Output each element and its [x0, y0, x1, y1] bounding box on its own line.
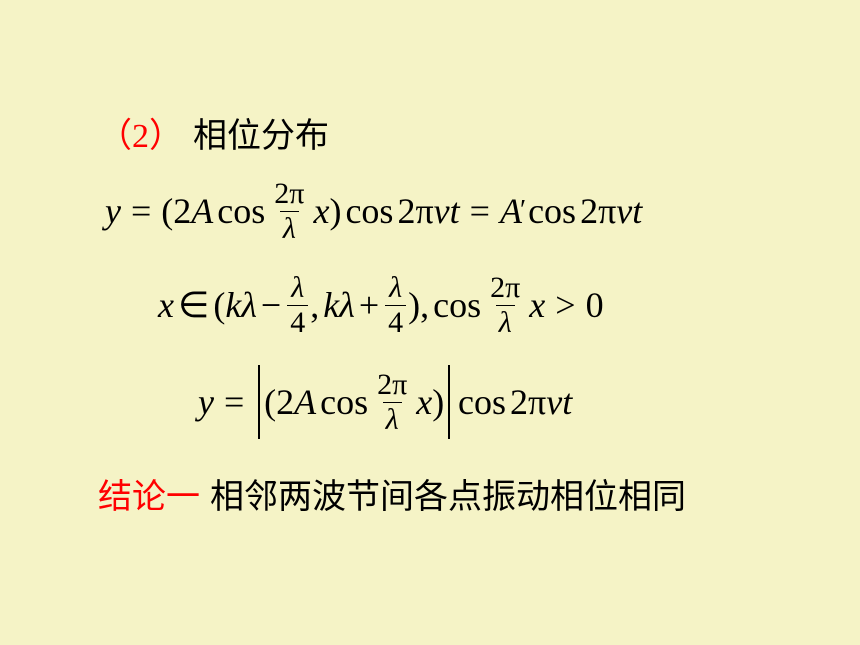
- conclusion-label: 结论一: [98, 479, 200, 516]
- frac-num: 2π: [271, 178, 307, 211]
- fraction: 2π λ: [271, 178, 307, 244]
- sym-2: 2: [173, 190, 191, 232]
- equation-1: y = ( 2 A cos 2π λ x ) cos 2 π ν t = A′ …: [105, 175, 860, 247]
- abs-bar-left: [258, 365, 260, 439]
- sym-comma: ,: [310, 284, 319, 326]
- sym-comma: ,: [420, 284, 429, 326]
- sym-minus: −: [261, 284, 281, 326]
- sym-x: x: [313, 190, 329, 232]
- frac-num: 2π: [487, 272, 523, 305]
- section-heading: （2） 相位分布: [98, 108, 860, 157]
- fraction: 2π λ: [487, 272, 523, 338]
- sym-cos: cos: [433, 284, 481, 326]
- sym-nu: ν: [434, 190, 450, 232]
- sym-rpar: ): [432, 381, 444, 423]
- sym-eq: =: [470, 190, 490, 232]
- frac-num: λ: [288, 272, 307, 305]
- sym-lpar: (: [264, 381, 276, 423]
- sym-zero: 0: [586, 284, 604, 326]
- abs-bar-right: [448, 365, 450, 439]
- sym-lpar: (: [213, 284, 225, 326]
- sym-k: k: [323, 284, 339, 326]
- sym-y: y: [105, 190, 121, 232]
- conclusion-text: 相邻两波节间各点振动相位相同: [210, 479, 686, 516]
- sym-pi: π: [598, 190, 616, 232]
- sym-pi: π: [415, 190, 433, 232]
- sym-2: 2: [276, 381, 294, 423]
- sym-x: x: [158, 284, 174, 326]
- sym-in: ∈: [178, 284, 209, 326]
- sym-t: t: [450, 190, 460, 232]
- sym-nu: ν: [616, 190, 632, 232]
- frac-den: λ: [496, 305, 515, 339]
- heading-number: （2）: [98, 118, 183, 155]
- heading-title: 相位分布: [193, 118, 329, 155]
- sym-2: 2: [510, 381, 528, 423]
- sym-cos: cos: [345, 190, 393, 232]
- sym-y: y: [198, 381, 214, 423]
- sym-A: A: [191, 190, 213, 232]
- sym-eq: =: [131, 190, 151, 232]
- frac-den: λ: [383, 402, 402, 436]
- absolute-value: ( 2 A cos 2π λ x ): [254, 363, 454, 441]
- frac-den: λ: [280, 211, 299, 245]
- sym-k: k: [225, 284, 241, 326]
- sym-eq: =: [224, 381, 244, 423]
- sym-lambda: λ: [241, 284, 257, 326]
- sym-rpar: ): [408, 284, 420, 326]
- frac-num: λ: [386, 272, 405, 305]
- fraction: 2π λ: [374, 369, 410, 435]
- sym-gt: >: [555, 284, 575, 326]
- sym-t: t: [632, 190, 642, 232]
- slide: （2）相位分布 y = ( 2 A cos 2π λ x ) cos 2 π ν…: [0, 0, 860, 645]
- sym-plus: +: [359, 284, 379, 326]
- sym-A: A: [294, 381, 316, 423]
- sym-pi: π: [528, 381, 546, 423]
- sym-t: t: [562, 381, 572, 423]
- fraction: λ 4: [385, 272, 406, 338]
- sym-cos: cos: [458, 381, 506, 423]
- sym-2: 2: [580, 190, 598, 232]
- equation-2: x ∈ ( k λ − λ 4 , k λ + λ 4 ) , cos 2π λ: [158, 267, 860, 343]
- sym-rpar: ): [329, 190, 341, 232]
- frac-den: 4: [287, 305, 308, 339]
- frac-num: 2π: [374, 369, 410, 402]
- sym-x: x: [416, 381, 432, 423]
- sym-cos: cos: [528, 190, 576, 232]
- sym-x: x: [529, 284, 545, 326]
- frac-den: 4: [385, 305, 406, 339]
- sym-cos: cos: [217, 190, 265, 232]
- conclusion-line: 结论一相邻两波节间各点振动相位相同: [98, 469, 860, 518]
- sym-Aprime: A: [500, 190, 522, 232]
- sym-nu: ν: [546, 381, 562, 423]
- sym-lpar: (: [161, 190, 173, 232]
- fraction: λ 4: [287, 272, 308, 338]
- sym-cos: cos: [320, 381, 368, 423]
- sym-prime: ′: [520, 195, 526, 227]
- equation-3: y = ( 2 A cos 2π λ x ) cos 2 π ν t: [198, 363, 860, 441]
- sym-2: 2: [397, 190, 415, 232]
- sym-lambda: λ: [339, 284, 355, 326]
